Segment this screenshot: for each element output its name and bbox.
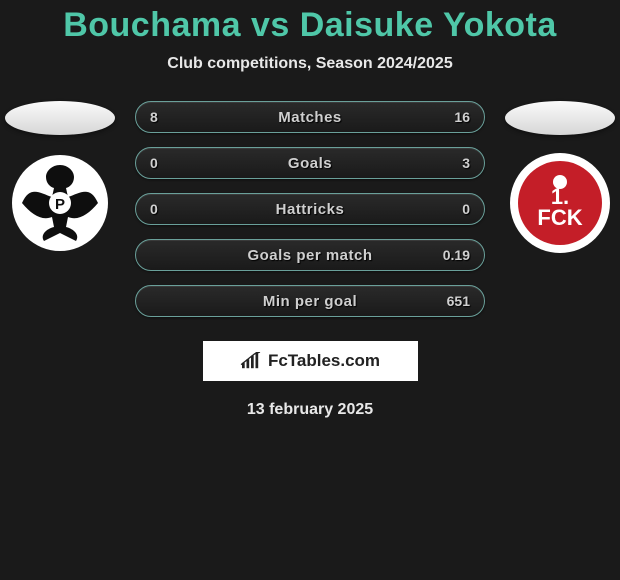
right-team-slot: 1.FCK (500, 101, 620, 253)
stat-right-value: 0 (462, 201, 470, 217)
stat-label: Goals (288, 155, 332, 172)
content-area: P 1.FCK 8 Matches 16 0 Goals (0, 101, 620, 419)
stat-right-value: 651 (447, 293, 470, 309)
comparison-card: Bouchama vs Daisuke Yokota Club competit… (0, 0, 620, 580)
date-text: 13 february 2025 (0, 401, 620, 419)
fck-badge-icon: 1.FCK (518, 161, 602, 245)
stat-label: Min per goal (263, 293, 357, 310)
right-team-crest: 1.FCK (510, 153, 610, 253)
stat-label: Hattricks (276, 201, 345, 218)
stats-rows: 8 Matches 16 0 Goals 3 0 Hattricks 0 Goa… (135, 101, 485, 317)
stat-row-goals: 0 Goals 3 (135, 147, 485, 179)
stat-left-value: 0 (150, 201, 158, 217)
crest-right-text: 1.FCK (537, 187, 582, 229)
left-team-slot: P (0, 101, 120, 253)
svg-text:P: P (55, 196, 65, 213)
stat-right-value: 0.19 (443, 247, 470, 263)
subtitle: Club competitions, Season 2024/2025 (0, 55, 620, 73)
right-team-oval (505, 101, 615, 135)
stat-label: Matches (278, 109, 342, 126)
stat-label: Goals per match (247, 247, 372, 264)
left-team-crest: P (10, 153, 110, 253)
stat-left-value: 8 (150, 109, 158, 125)
stat-row-matches: 8 Matches 16 (135, 101, 485, 133)
stat-right-value: 3 (462, 155, 470, 171)
watermark-text: FcTables.com (268, 351, 380, 371)
stat-row-min-per-goal: Min per goal 651 (135, 285, 485, 317)
watermark: FcTables.com (203, 341, 418, 381)
stat-right-value: 16 (454, 109, 470, 125)
bar-chart-icon (240, 352, 262, 370)
left-team-oval (5, 101, 115, 135)
stat-row-hattricks: 0 Hattricks 0 (135, 193, 485, 225)
stat-left-value: 0 (150, 155, 158, 171)
page-title: Bouchama vs Daisuke Yokota (0, 6, 620, 45)
eagle-icon: P (10, 153, 110, 253)
stat-row-goals-per-match: Goals per match 0.19 (135, 239, 485, 271)
